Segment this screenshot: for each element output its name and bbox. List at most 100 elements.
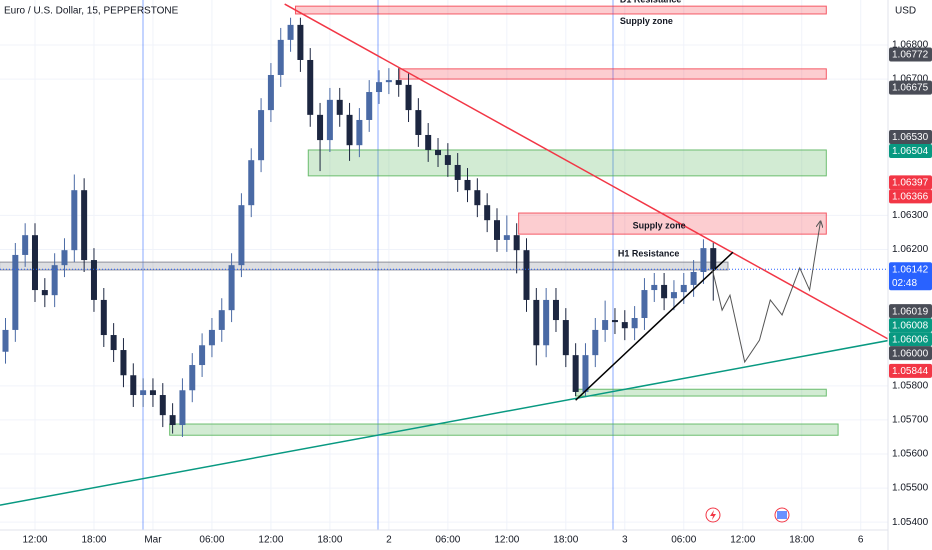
event-icons[interactable] xyxy=(705,507,790,523)
candle-body xyxy=(611,320,618,323)
price-tag xyxy=(889,175,932,190)
candle-body xyxy=(61,250,68,266)
candle-body xyxy=(356,119,363,146)
candle-body xyxy=(228,265,235,311)
price-tag xyxy=(889,80,932,95)
price-tag-label: 1.06772 xyxy=(892,50,929,61)
candle-body xyxy=(385,80,392,83)
countdown-label: 02:48 xyxy=(892,278,917,289)
price-tag xyxy=(889,262,932,291)
candle-body xyxy=(248,160,255,206)
x-tick-label: 3 xyxy=(622,535,628,546)
x-tick-label: 06:00 xyxy=(199,535,224,546)
price-tag xyxy=(889,318,932,333)
price-tag-label: 1.06366 xyxy=(892,191,929,202)
candle-body xyxy=(376,82,383,93)
zone xyxy=(399,68,827,80)
candle-body xyxy=(12,254,19,330)
price-tag-label: 1.06675 xyxy=(892,83,929,94)
candle-body xyxy=(494,220,500,240)
candle-body xyxy=(405,84,412,111)
zone xyxy=(518,212,827,235)
price-tag-label: 1.06142 xyxy=(892,264,929,275)
annotation: Supply zone xyxy=(633,221,686,231)
candle-body xyxy=(700,248,707,272)
zone xyxy=(294,5,827,15)
candle-body xyxy=(307,59,314,115)
price-tag-label: 1.06019 xyxy=(892,306,929,317)
candle-body xyxy=(395,80,402,85)
candle-body xyxy=(169,415,176,426)
x-tick-label: 18:00 xyxy=(317,535,342,546)
candle-body xyxy=(503,235,510,240)
x-tick-label: 18:00 xyxy=(553,535,578,546)
y-tick-label: 1.05400 xyxy=(892,517,929,528)
trendline xyxy=(575,251,734,401)
event-icon-glyph xyxy=(710,510,716,520)
candle-body xyxy=(670,292,677,299)
candle-body xyxy=(100,299,107,336)
price-tag xyxy=(889,47,932,62)
candle-body xyxy=(149,390,156,396)
y-tick-label: 1.05800 xyxy=(892,380,929,391)
zone xyxy=(307,149,827,177)
candle-body xyxy=(51,265,58,296)
candle-body xyxy=(680,284,687,293)
x-tick-label: 12:00 xyxy=(22,535,47,546)
x-tick-label: 06:00 xyxy=(671,535,696,546)
price-tag-label: 1.06397 xyxy=(892,177,929,188)
candle-body xyxy=(159,395,166,416)
x-tick-label: 12:00 xyxy=(494,535,519,546)
candle-body xyxy=(543,299,550,346)
annotation: D1 Resistance xyxy=(620,0,682,4)
price-tag-label: 1.06530 xyxy=(892,132,929,143)
candle-body xyxy=(661,284,668,299)
candle-body xyxy=(631,318,638,329)
candle-body xyxy=(238,205,245,266)
trendline xyxy=(284,3,888,340)
candle-body xyxy=(523,250,530,300)
x-tick-label: Mar xyxy=(144,535,162,546)
y-tick-label: 1.05600 xyxy=(892,449,929,460)
x-tick-label: 12:00 xyxy=(258,535,283,546)
price-tag xyxy=(889,189,932,204)
zone xyxy=(169,423,839,436)
candle-body xyxy=(572,355,579,392)
candle-body xyxy=(454,164,461,180)
price-tag xyxy=(889,130,932,145)
candle-body xyxy=(484,205,491,221)
x-tick-label: 2 xyxy=(386,535,392,546)
candle-body xyxy=(208,329,215,346)
x-tick-label: 06:00 xyxy=(435,535,460,546)
candle-body xyxy=(552,299,559,321)
price-tag-label: 1.06000 xyxy=(892,348,929,359)
candle-body xyxy=(120,350,127,376)
candle-body xyxy=(562,320,569,356)
y-tick-label: 1.06800 xyxy=(892,40,929,51)
candle-body xyxy=(415,110,422,135)
y-tick-label: 1.05500 xyxy=(892,483,929,494)
candle-body xyxy=(651,284,658,291)
price-tag xyxy=(889,346,932,361)
candle-body xyxy=(474,190,481,206)
chart-title: Euro / U.S. Dollar, 15, PEPPERSTONE xyxy=(4,6,179,17)
candle-body xyxy=(464,179,471,191)
candle-body xyxy=(326,99,333,141)
zone xyxy=(575,388,827,397)
candle-body xyxy=(592,329,599,356)
candle-body xyxy=(189,365,196,391)
price-tag xyxy=(889,144,932,159)
candle-body xyxy=(90,260,97,300)
price-tag xyxy=(889,304,932,319)
price-tag-label: 1.05844 xyxy=(892,366,929,377)
projection-path xyxy=(711,222,820,364)
y-tick-label: 1.05700 xyxy=(892,415,929,426)
y-tick-label: 1.06700 xyxy=(892,74,929,85)
candle-body xyxy=(31,235,38,291)
candle-body xyxy=(267,74,274,111)
candle-body xyxy=(22,235,29,255)
annotation: H1 Resistance xyxy=(618,249,680,259)
y-tick-label: 1.06300 xyxy=(892,210,929,221)
